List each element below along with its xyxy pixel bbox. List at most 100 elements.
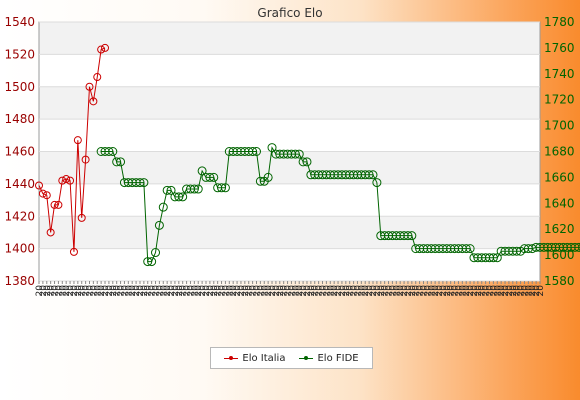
x-tick-label: 20 [155,285,165,297]
legend-swatch-elo-fide [299,355,314,360]
x-tick-label: 20 [524,285,534,297]
x-tick-label: 20 [350,285,360,297]
x-tick-label: 20 [85,285,95,297]
data-point [407,231,417,241]
data-point [217,183,227,193]
data-point [193,184,203,194]
x-tick-label: 20 [454,285,464,297]
x-tick-label: 20 [78,285,88,297]
x-tick-label: 20 [295,285,305,297]
plot-band [39,86,540,120]
data-point [54,200,63,209]
x-tick-label: 20 [303,285,313,297]
x-tick-label: 20 [346,285,356,297]
x-tick-label: 20 [35,285,45,297]
x-tick-label: 20 [241,285,251,297]
x-tick-label: 20 [284,285,294,297]
x-tick-label: 20 [319,285,329,297]
x-tick-label: 20 [101,285,111,297]
x-tick-label: 20 [62,285,72,297]
plot-band [39,216,540,249]
x-tick-label: 20 [392,285,402,297]
x-tick-label: 20 [175,285,185,297]
y-left-tick-label: 1400 [4,242,35,256]
data-point [154,220,164,230]
x-tick-label: 20 [486,285,496,297]
y-right-tick-label: 1660 [544,170,575,184]
data-point [294,149,304,159]
x-tick-label: 20 [373,285,383,297]
x-axis-ticks: 2020202020202020202020202020202020202020… [35,281,546,296]
x-tick-label: 20 [482,285,492,297]
x-tick-label: 20 [186,285,196,297]
y-left-tick-label: 1480 [4,112,35,126]
x-tick-label: 20 [357,285,367,297]
data-point [162,185,172,195]
x-tick-label: 20 [338,285,348,297]
x-tick-label: 20 [272,285,282,297]
x-tick-label: 20 [416,285,426,297]
data-point [574,242,580,252]
y-left-tick-label: 1460 [4,145,35,159]
data-point [151,248,161,258]
x-tick-label: 20 [163,285,173,297]
data-point [135,178,145,188]
x-tick-label: 20 [210,285,220,297]
data-point [255,176,265,186]
x-tick-label: 20 [51,285,61,297]
data-point [465,244,475,254]
x-tick-label: 20 [198,285,208,297]
series-line [38,47,106,252]
x-tick-label: 20 [419,285,429,297]
x-tick-label: 20 [179,285,189,297]
data-point [220,183,230,193]
x-tick-label: 20 [466,285,476,297]
x-tick-label: 20 [427,285,437,297]
x-tick-label: 20 [132,285,142,297]
x-tick-label: 20 [334,285,344,297]
data-point [104,147,114,156]
x-tick-label: 20 [148,285,158,297]
x-tick-label: 20 [206,285,216,297]
x-tick-label: 20 [252,285,262,297]
x-tick-label: 20 [74,285,84,297]
data-point [368,170,378,180]
x-tick-label: 20 [365,285,375,297]
x-tick-label: 20 [140,285,150,297]
data-point [139,178,149,188]
x-tick-label: 20 [183,285,193,297]
x-tick-label: 20 [159,285,169,297]
y-left-tick-label: 1440 [4,177,35,191]
x-tick-label: 20 [408,285,418,297]
x-tick-label: 20 [264,285,274,297]
x-tick-label: 20 [167,285,177,297]
x-tick-label: 20 [58,285,68,297]
x-tick-label: 20 [113,285,123,297]
x-tick-label: 20 [517,285,527,297]
x-tick-label: 20 [70,285,80,297]
x-tick-label: 20 [218,285,228,297]
x-tick-label: 20 [322,285,332,297]
series-elo-italia [35,43,110,256]
data-point [46,228,55,237]
x-tick-label: 20 [377,285,387,297]
x-tick-label: 20 [105,285,115,297]
x-tick-label: 20 [342,285,352,297]
x-tick-label: 20 [462,285,472,297]
data-point [62,175,71,184]
data-point [174,192,184,202]
x-tick-label: 20 [443,285,453,297]
x-tick-label: 20 [268,285,278,297]
data-point [251,147,261,156]
data-point [38,189,47,198]
data-point [66,176,75,185]
x-tick-label: 20 [194,285,204,297]
x-tick-label: 20 [287,285,297,297]
x-tick-label: 20 [315,285,325,297]
data-point [372,178,382,188]
data-point [166,185,176,195]
data-point [147,257,157,267]
x-tick-label: 20 [260,285,270,297]
x-tick-label: 20 [532,285,542,297]
